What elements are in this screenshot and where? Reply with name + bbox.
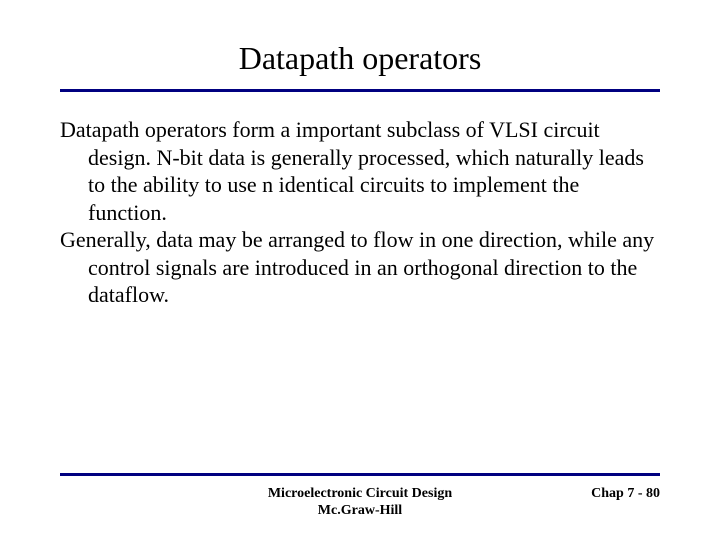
footer-page-number: Chap 7 - 80 bbox=[591, 486, 660, 502]
paragraph-1: Datapath operators form a important subc… bbox=[60, 116, 660, 226]
footer-center: Microelectronic Circuit Design Mc.Graw-H… bbox=[268, 486, 452, 520]
slide-title: Datapath operators bbox=[60, 40, 660, 77]
footer-divider bbox=[60, 473, 660, 476]
footer-row: Microelectronic Circuit Design Mc.Graw-H… bbox=[60, 486, 660, 520]
footer-center-line2: Mc.Graw-Hill bbox=[268, 503, 452, 520]
title-divider bbox=[60, 89, 660, 92]
slide-container: Datapath operators Datapath operators fo… bbox=[0, 0, 720, 540]
footer: Microelectronic Circuit Design Mc.Graw-H… bbox=[60, 473, 660, 520]
paragraph-2: Generally, data may be arranged to flow … bbox=[60, 226, 660, 309]
body-text: Datapath operators form a important subc… bbox=[60, 116, 660, 309]
footer-center-line1: Microelectronic Circuit Design bbox=[268, 486, 452, 503]
